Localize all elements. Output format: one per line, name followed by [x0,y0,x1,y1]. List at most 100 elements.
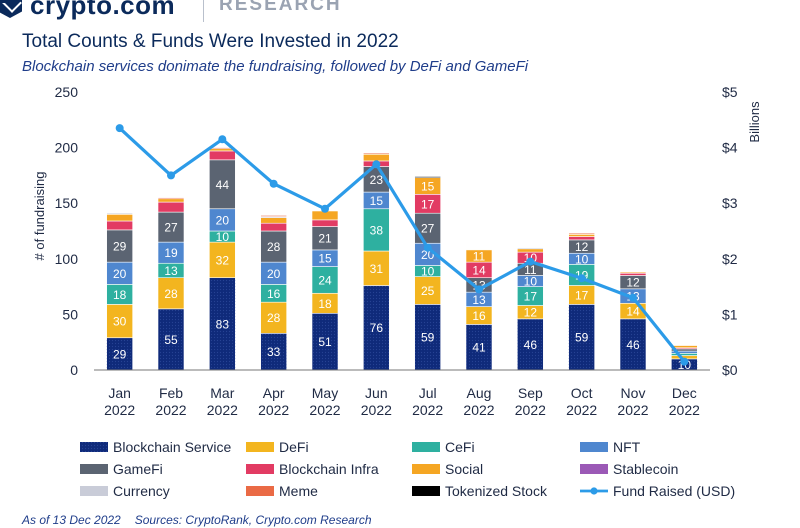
legend-swatch [412,464,440,474]
bar-data-label: 32 [216,253,230,267]
bar-data-label: 15 [421,179,435,193]
fund-raised-point [167,171,175,180]
bar-segment [671,353,698,356]
legend-swatch [412,442,440,452]
y-tick-label: 200 [55,140,79,156]
bar-segment [311,219,339,227]
legend-swatch [80,464,108,474]
chart-title: Total Counts & Funds Were Invested in 20… [22,31,399,52]
bar-data-label: 11 [524,263,537,277]
bar-data-label: 14 [626,305,640,319]
x-tick-label: Jan 2022 [104,385,135,418]
bar-segment [363,208,390,252]
x-tick-label: Sep 2022 [515,385,546,418]
bar-segment [209,241,236,279]
y-right-tick-label: $0 [722,362,738,378]
bar-data-label: 17 [575,288,589,302]
fund-raised-point [680,357,689,366]
bar-data-label: 59 [575,331,589,345]
legend-item: Social [412,461,483,477]
legend-item: Blockchain Infra [246,461,379,477]
legend-item: DeFi [246,439,309,455]
legend-label: GameFi [113,461,163,477]
fund-raised-point [115,124,124,133]
fund-raised-point [218,135,227,144]
legend-item: Tokenized Stock [412,483,548,499]
legend-label: Social [445,461,483,477]
bar-data-label: 27 [164,221,178,235]
y-right-tick-label: $4 [722,140,738,156]
bar-segment [517,247,544,250]
y-right-tick-label: $3 [722,195,738,211]
legend-item: Meme [246,483,318,499]
legend-item: Fund Raised (USD) [580,483,735,499]
legend-label: DeFi [279,439,309,455]
bar-data-label: 51 [318,335,332,349]
bar-segment [106,212,133,215]
x-tick-label: Feb 2022 [155,385,186,418]
bar-segment [671,345,698,349]
y-axis-title: # of fundraising [32,172,47,261]
fund-raised-point [372,160,381,169]
fund-raised-point [321,204,329,213]
legend-item: Blockchain Service [80,439,231,455]
bar-data-label: 15 [318,252,332,266]
bar-segment [106,304,133,339]
x-tick-label: Dec 2022 [669,385,700,418]
sources-note: Sources: CryptoRank, Crypto.com Research [134,513,372,527]
fund-raised-point [577,274,586,283]
legend-swatch [246,442,274,452]
y-right-tick-label: $5 [722,84,738,100]
y-right-axis-title: Billions [747,101,762,143]
y-right-tick-label: $2 [722,251,738,267]
bar-segment [619,272,647,276]
bar-data-label: 11 [473,250,486,264]
y-tick-label: 50 [62,306,78,322]
legend-label: CeFi [445,439,475,455]
legend-item: CeFi [412,439,475,455]
bar-data-label: 10 [575,252,589,266]
bar-segment [157,277,185,310]
bar-data-label: 29 [113,347,127,361]
bar-data-label: 15 [370,194,384,208]
bar-segment-texture [209,277,236,370]
bar-data-label: 83 [216,317,230,331]
legend-swatch [246,464,274,474]
y-right-tick-label: $1 [722,306,738,322]
y-tick-label: 250 [55,84,79,100]
bar-segment-texture [466,324,492,370]
y-tick-label: 150 [55,195,79,211]
fund-raised-point [269,179,278,188]
legend-swatch [580,464,608,474]
y-tick-label: 0 [70,362,78,378]
bar-data-label: 12 [626,276,640,290]
bar-data-label: 28 [164,287,178,301]
bar-segment-texture [312,313,338,370]
bar-data-label: 14 [472,263,486,277]
bar-data-label: 16 [267,287,281,301]
bar-segment-texture [517,318,544,370]
bar-data-label: 12 [524,306,538,320]
bar-segment [414,276,441,305]
bar-data-label: 44 [216,178,230,192]
x-tick-label: Nov 2022 [617,385,648,418]
x-tick-label: Jun 2022 [361,385,392,418]
bar-segment [157,201,185,213]
fund-raised-line [118,126,686,363]
bar-data-label: 46 [626,338,640,352]
bar-segment [260,217,287,224]
bar-data-label: 76 [370,321,384,335]
legend-swatch [80,486,108,496]
bar-segment [106,220,133,231]
fund-raised-point [475,285,483,294]
bar-segment [106,214,133,222]
legend-swatch [580,442,608,452]
bar-data-label: 33 [267,345,281,359]
bar-data-label: 21 [318,232,332,246]
bar-segment-texture [363,285,390,370]
x-tick-label: Aug 2022 [463,385,494,418]
legend-label: Currency [113,483,170,499]
crypto-logo-icon [0,0,22,18]
bar-segment [260,215,287,217]
